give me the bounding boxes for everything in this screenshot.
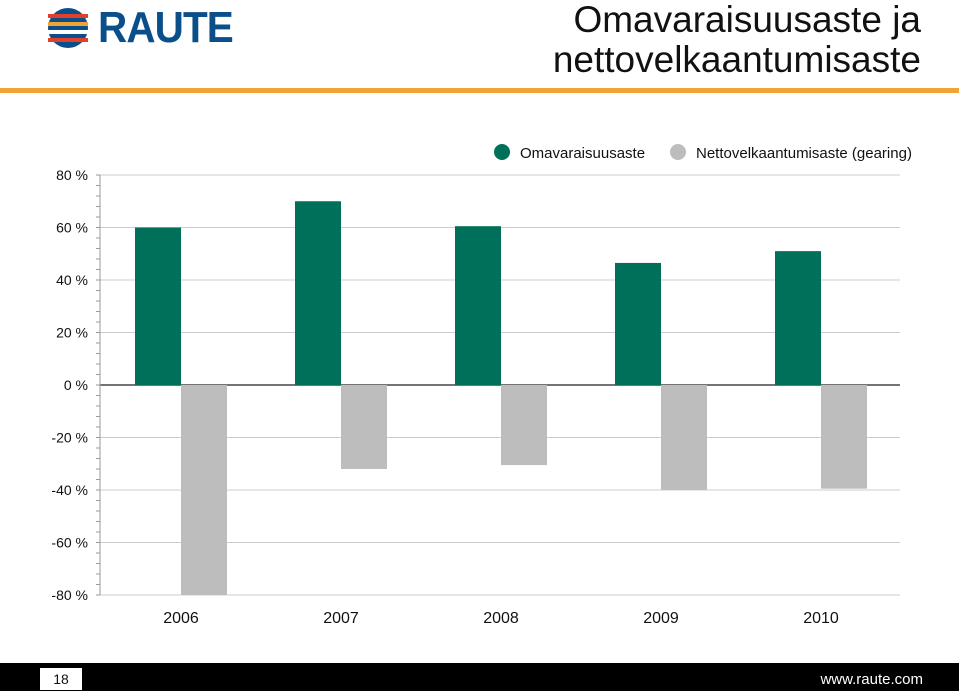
footer-bar [0,663,959,691]
bar-omavaraisuusaste-2008 [455,226,501,385]
title-line-2: nettovelkaantumisaste [552,39,921,80]
legend-label: Omavaraisuusaste [520,145,645,162]
bar-omavaraisuusaste-2006 [135,227,181,385]
y-tick-label: -60 % [51,535,88,551]
bar-gearing-2010 [821,385,867,489]
x-tick-label: 2007 [323,610,359,627]
x-tick-label: 2006 [163,610,199,627]
y-tick-label: 80 % [56,167,88,183]
y-tick-label: 60 % [56,220,88,236]
bar-gearing-2007 [341,385,387,469]
logo-text: RAUTE [98,3,234,52]
chart-legend: Omavaraisuusaste Nettovelkaantumisaste (g… [494,144,912,162]
y-tick-label: 0 % [64,377,88,393]
y-tick-label: -80 % [51,587,88,603]
header-divider [0,88,959,93]
chart-bars [135,201,867,595]
y-tick-label: -40 % [51,482,88,498]
website-link[interactable]: www.raute.com [820,671,923,688]
bar-chart: 80 %60 %40 %20 %0 %-20 %-40 %-60 %-80 % … [51,144,912,627]
title-line-1: Omavaraisuusaste ja [573,0,921,40]
bar-omavaraisuusaste-2007 [295,201,341,385]
bar-omavaraisuusaste-2010 [775,251,821,385]
bar-gearing-2009 [661,385,707,490]
bar-gearing-2006 [181,385,227,595]
legend-marker-icon [670,144,686,160]
x-tick-label: 2009 [643,610,679,627]
x-tick-label: 2008 [483,610,519,627]
bar-omavaraisuusaste-2009 [615,262,661,385]
page-title: Omavaraisuusaste ja nettovelkaantumisast… [553,0,921,80]
bar-gearing-2008 [501,385,547,466]
logo-globe-icon [48,8,88,48]
raute-logo: RAUTE [46,6,234,50]
x-axis: 2006 2007 2008 2009 2010 [163,610,839,627]
y-tick-label: 20 % [56,325,88,341]
page-number: 18 [40,668,82,690]
y-axis: 80 % 60 % 40 % 20 % 0 % -20 % -40 % -60 % -80 % [51,167,101,603]
y-tick-label: -20 % [51,430,88,446]
y-tick-label: 40 % [56,272,88,288]
legend-marker-icon [494,144,510,160]
legend-label: Nettovelkaantumisaste (gearing) [696,145,912,162]
x-tick-label: 2010 [803,610,839,627]
